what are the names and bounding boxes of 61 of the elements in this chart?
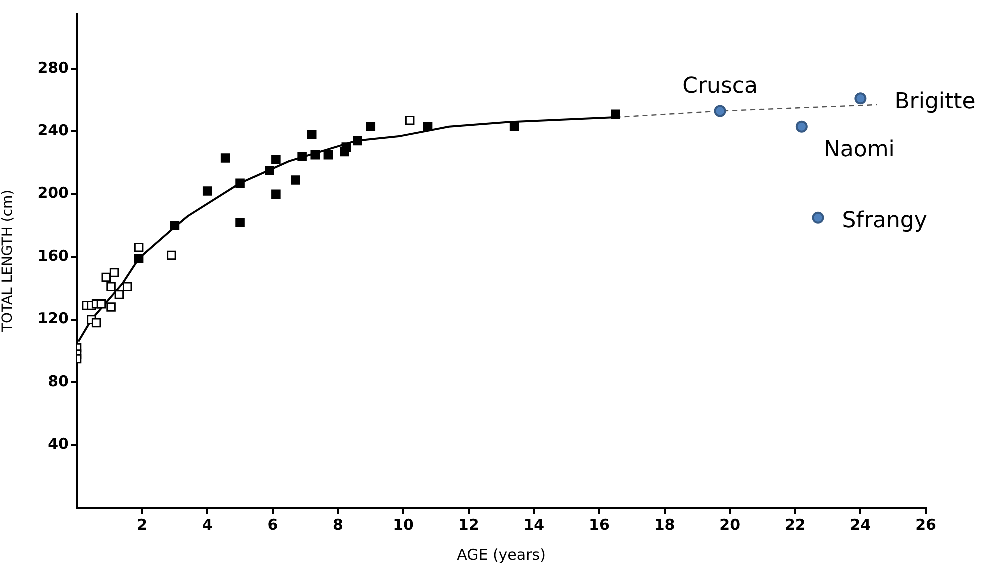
point — [510, 122, 520, 132]
x-tick-label: 18 — [654, 516, 676, 534]
y-axis-title: TOTAL LENGTH (cm) — [0, 190, 16, 334]
point — [854, 92, 867, 105]
point — [291, 176, 300, 185]
x-tick-label: 16 — [589, 516, 610, 534]
point — [102, 272, 112, 282]
x-tick-label: 20 — [720, 516, 741, 534]
point — [307, 130, 317, 140]
y-tick-label: 80 — [48, 372, 69, 390]
x-tick-label: 2 — [137, 516, 148, 534]
point — [265, 166, 274, 176]
annotation: Brigitte — [894, 89, 976, 114]
y-tick-label: 280 — [38, 58, 69, 77]
point — [106, 282, 116, 292]
point — [170, 221, 180, 230]
y-tick-label: 240 — [38, 122, 69, 140]
point — [272, 155, 281, 164]
point — [114, 290, 124, 300]
point — [92, 318, 102, 328]
point — [236, 218, 245, 228]
y-tick-label: 200 — [38, 184, 69, 202]
point — [134, 254, 144, 264]
point — [405, 116, 415, 126]
annotation: Crusca — [682, 74, 758, 99]
point — [202, 186, 212, 196]
point — [340, 147, 350, 157]
point — [106, 302, 116, 312]
x-tick-label: 22 — [784, 516, 806, 534]
point — [298, 152, 307, 162]
x-tick-label: 26 — [916, 516, 936, 534]
point — [96, 299, 106, 309]
point — [220, 154, 230, 163]
x-tick-label: 12 — [458, 516, 480, 534]
point — [611, 110, 620, 120]
x-tick-label: 4 — [202, 516, 213, 534]
y-tick-label: 40 — [48, 435, 69, 454]
x-tick-label: 6 — [268, 516, 278, 534]
point — [167, 250, 176, 260]
y-tick-label: 160 — [38, 246, 69, 265]
x-tick-label: 24 — [850, 516, 872, 534]
point — [310, 150, 320, 160]
point — [423, 122, 433, 132]
annotation: Naomi — [824, 138, 895, 163]
point — [122, 282, 132, 292]
point — [714, 105, 726, 118]
point — [353, 136, 362, 146]
point — [796, 120, 808, 133]
x-tick-label: 8 — [333, 516, 344, 534]
point — [812, 212, 824, 224]
point — [272, 190, 281, 199]
x-tick-label: 10 — [393, 516, 414, 534]
point — [236, 178, 245, 188]
point — [366, 122, 376, 132]
y-tick-label: 120 — [38, 310, 69, 328]
point — [134, 243, 144, 252]
point — [110, 268, 120, 278]
point — [324, 150, 334, 160]
x-tick-label: 14 — [524, 516, 545, 534]
x-axis-title: AGE (years) — [457, 546, 546, 564]
annotation: Sfrangy — [842, 208, 928, 234]
